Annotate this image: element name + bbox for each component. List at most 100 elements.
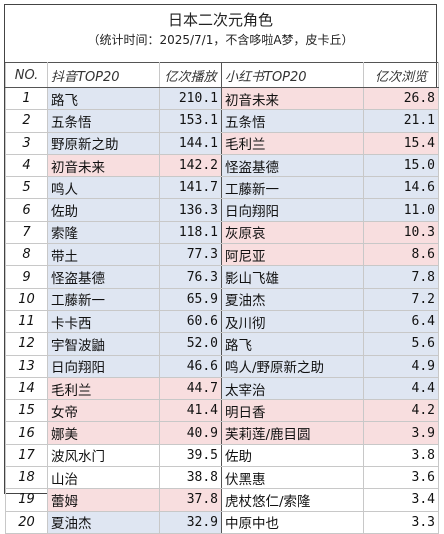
rank-cell: 6 (5, 198, 48, 222)
table-row: 3 野原新之助 144.1 毛利兰 15.4 (5, 131, 439, 155)
xhs-name-cell: 影山飞雄 (221, 265, 364, 289)
douyin-name-cell: 日向翔阳 (47, 354, 160, 378)
table-body: 1 路飞 210.1 初音未来 26.8 2 五条悟 153.1 五条悟 21.1 3 野原新之助 14… (5, 86, 439, 534)
table-row: 18 山治 38.8 伏黑惠 3.6 (5, 466, 439, 490)
table-row: 8 带土 77.3 阿尼亚 8.6 (5, 243, 439, 267)
header-xhs: 小红书TOP20 (221, 62, 364, 88)
douyin-name-cell: 带土 (47, 243, 160, 267)
header-xhs-metric: 亿次浏览 (363, 62, 439, 88)
douyin-value-cell: 118.1 (159, 220, 222, 245)
header-row: NO. 抖音TOP20 亿次播放 小红书TOP20 亿次浏览 (5, 62, 439, 88)
xhs-value-cell: 26.8 (363, 86, 439, 111)
douyin-value-cell: 60.6 (159, 309, 222, 334)
table-row: 14 毛利兰 44.7 太宰治 4.4 (5, 376, 439, 401)
xhs-name-cell: 五条悟 (221, 109, 364, 133)
douyin-name-cell: 索隆 (47, 220, 160, 245)
rank-cell: 11 (5, 309, 48, 334)
douyin-name-cell: 野原新之助 (47, 131, 160, 155)
douyin-name-cell: 路飞 (47, 86, 160, 111)
douyin-value-cell: 52.0 (159, 332, 222, 356)
douyin-value-cell: 136.3 (159, 198, 222, 222)
table-row: 7 索隆 118.1 灰原哀 10.3 (5, 220, 439, 245)
xhs-value-cell: 11.0 (363, 198, 439, 222)
douyin-value-cell: 141.7 (159, 176, 222, 200)
table-row: 10 工藤新一 65.9 夏油杰 7.2 (5, 287, 439, 311)
douyin-name-cell: 工藤新一 (47, 287, 160, 311)
xhs-value-cell: 10.3 (363, 220, 439, 245)
douyin-value-cell: 65.9 (159, 287, 222, 311)
douyin-name-cell: 鸣人 (47, 176, 160, 200)
douyin-name-cell: 佐助 (47, 198, 160, 222)
table-row: 17 波风水门 39.5 佐助 3.8 (5, 443, 439, 468)
table-row: 1 路飞 210.1 初音未来 26.8 (5, 86, 439, 111)
xhs-name-cell: 日向翔阳 (221, 198, 364, 222)
rank-cell: 5 (5, 176, 48, 200)
douyin-value-cell: 32.9 (159, 510, 222, 534)
xhs-value-cell: 4.2 (363, 399, 439, 423)
xhs-value-cell: 3.9 (363, 421, 439, 445)
xhs-value-cell: 4.4 (363, 376, 439, 401)
xhs-name-cell: 怪盗基德 (221, 153, 364, 178)
rank-cell: 16 (5, 421, 48, 445)
header-douyin: 抖音TOP20 (47, 62, 160, 88)
header-douyin-metric: 亿次播放 (159, 62, 222, 88)
table-row: 9 怪盗基德 76.3 影山飞雄 7.8 (5, 265, 439, 289)
douyin-name-cell: 怪盗基德 (47, 265, 160, 289)
rank-cell: 7 (5, 220, 48, 245)
rank-cell: 13 (5, 354, 48, 378)
douyin-name-cell: 五条悟 (47, 109, 160, 133)
rank-cell: 17 (5, 443, 48, 468)
table-row: 13 日向翔阳 46.6 鸣人/野原新之助 4.9 (5, 354, 439, 378)
douyin-value-cell: 153.1 (159, 109, 222, 133)
douyin-name-cell: 毛利兰 (47, 376, 160, 401)
rank-cell: 10 (5, 287, 48, 311)
xhs-name-cell: 明日香 (221, 399, 364, 423)
douyin-value-cell: 38.8 (159, 466, 222, 490)
xhs-value-cell: 15.4 (363, 131, 439, 155)
rank-cell: 4 (5, 153, 48, 178)
rank-cell: 12 (5, 332, 48, 356)
table-row: 5 鸣人 141.7 工藤新一 14.6 (5, 176, 439, 200)
xhs-name-cell: 灰原哀 (221, 220, 364, 245)
xhs-value-cell: 15.0 (363, 153, 439, 178)
table-row: 6 佐助 136.3 日向翔阳 11.0 (5, 198, 439, 222)
rank-cell: 8 (5, 243, 48, 267)
rank-cell: 2 (5, 109, 48, 133)
douyin-name-cell: 卡卡西 (47, 309, 160, 334)
table-title: 日本二次元角色 (167, 11, 273, 29)
xhs-value-cell: 14.6 (363, 176, 439, 200)
douyin-name-cell: 夏油杰 (47, 510, 160, 534)
xhs-value-cell: 7.2 (363, 287, 439, 311)
xhs-name-cell: 伏黑惠 (221, 466, 364, 490)
douyin-name-cell: 初音未来 (47, 153, 160, 178)
xhs-name-cell: 初音未来 (221, 86, 364, 111)
table-row: 16 娜美 40.9 芙莉莲/鹿目圆 3.9 (5, 421, 439, 445)
rank-cell: 1 (5, 86, 48, 111)
xhs-name-cell: 芙莉莲/鹿目圆 (221, 421, 364, 445)
xhs-name-cell: 太宰治 (221, 376, 364, 401)
ranking-table: NO. 抖音TOP20 亿次播放 小红书TOP20 亿次浏览 1 路飞 210.1 初… (5, 62, 439, 534)
table-row: 20 夏油杰 32.9 中原中也 3.3 (5, 510, 439, 534)
douyin-name-cell: 娜美 (47, 421, 160, 445)
xhs-value-cell: 21.1 (363, 109, 439, 133)
rank-cell: 18 (5, 466, 48, 490)
table-row: 12 宇智波鼬 52.0 路飞 5.6 (5, 332, 439, 356)
table-subtitle: （统计时间：2025/7/1，不含哆啦A梦，皮卡丘） (87, 33, 354, 47)
douyin-value-cell: 76.3 (159, 265, 222, 289)
douyin-name-cell: 宇智波鼬 (47, 332, 160, 356)
rank-cell: 20 (5, 510, 48, 534)
xhs-value-cell: 4.9 (363, 354, 439, 378)
xhs-name-cell: 阿尼亚 (221, 243, 364, 267)
xhs-value-cell: 3.8 (363, 443, 439, 468)
xhs-name-cell: 工藤新一 (221, 176, 364, 200)
header-rank: NO. (5, 62, 48, 88)
douyin-value-cell: 41.4 (159, 399, 222, 423)
rank-cell: 3 (5, 131, 48, 155)
xhs-name-cell: 夏油杰 (221, 287, 364, 311)
douyin-name-cell: 女帝 (47, 399, 160, 423)
douyin-value-cell: 39.5 (159, 443, 222, 468)
xhs-name-cell: 路飞 (221, 332, 364, 356)
douyin-value-cell: 77.3 (159, 243, 222, 267)
douyin-value-cell: 144.1 (159, 131, 222, 155)
xhs-name-cell: 中原中也 (221, 510, 364, 534)
